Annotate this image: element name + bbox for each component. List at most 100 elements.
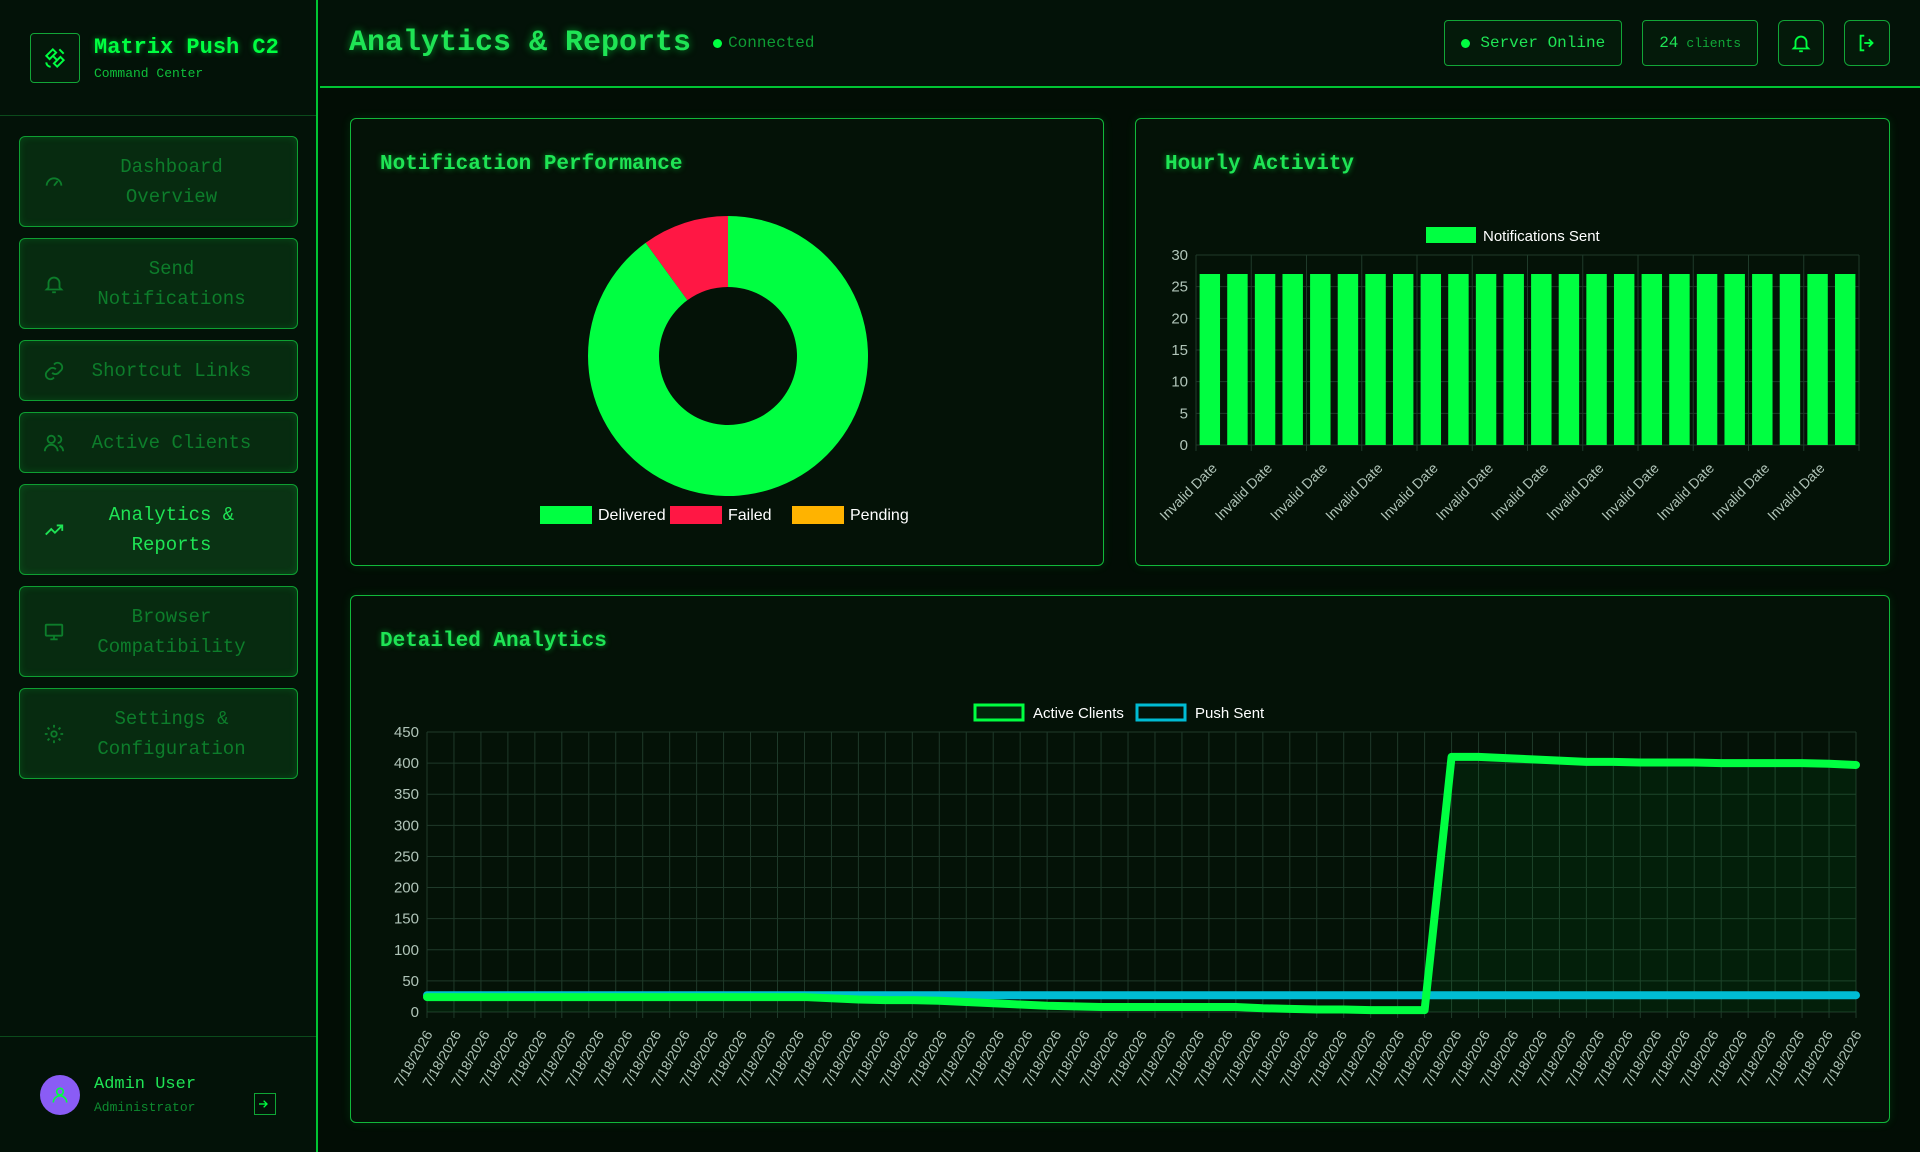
legend-swatch-delivered: [540, 506, 592, 524]
y-tick-label: 450: [394, 724, 419, 741]
y-tick-label: 200: [394, 880, 419, 897]
sidebar-item-shortcut-links[interactable]: Shortcut Links: [19, 340, 298, 401]
y-tick-label: 15: [1171, 342, 1188, 359]
y-tick-label: 30: [1171, 247, 1188, 264]
y-tick-label: 150: [394, 911, 419, 928]
brand-subtitle: Command Center: [94, 65, 204, 81]
line-active-clients: [423, 752, 1860, 1015]
bar: [1365, 274, 1386, 445]
legend-label: Delivered: [598, 507, 666, 524]
sidebar-nav: Dashboard Overview Send Notifications Sh…: [0, 116, 316, 779]
user-role: Administrator: [94, 1099, 196, 1115]
legend-swatch: [1426, 227, 1476, 243]
x-tick-label: Invalid Date: [1764, 460, 1828, 524]
performance-panel: Notification Performance Delivered Failed…: [350, 118, 1104, 566]
bell-icon: [42, 272, 66, 296]
x-tick-label: Invalid Date: [1377, 460, 1441, 524]
x-tick-label: Invalid Date: [1322, 460, 1386, 524]
sidebar-item-label: Dashboard Overview: [120, 155, 223, 208]
slice-failed: [645, 216, 728, 301]
user-name: Admin User: [94, 1074, 197, 1094]
page-title: Analytics & Reports: [349, 26, 692, 60]
status-dot: [1461, 38, 1471, 48]
y-tick-label: 50: [402, 973, 419, 990]
clients-label: clients: [1686, 35, 1741, 51]
bar: [1669, 274, 1690, 445]
bar: [1475, 274, 1497, 445]
user-profile: Admin User Administrator: [0, 1036, 316, 1152]
status-dot: [713, 38, 723, 48]
y-tick-label: 0: [411, 1004, 419, 1021]
legend-swatch: [973, 703, 1025, 722]
server-status-badge: Server Online: [1444, 20, 1623, 66]
sidebar-item-browser-compatibility[interactable]: Browser Compatibility: [19, 586, 298, 677]
bar: [1227, 274, 1248, 445]
logout-icon[interactable]: [254, 1093, 276, 1115]
slice-delivered: [588, 216, 868, 497]
bar: [1420, 274, 1442, 445]
panel-title: Hourly Activity: [1165, 153, 1355, 176]
logout-button[interactable]: [1844, 20, 1890, 66]
bar: [1834, 274, 1856, 445]
legend-swatch: [1135, 703, 1187, 722]
sidebar-item-label: Settings & Configuration: [97, 707, 246, 760]
sidebar-item-label: Analytics & Reports: [108, 503, 235, 556]
gauge-icon: [42, 170, 66, 194]
x-tick-label: Invalid Date: [1654, 460, 1718, 524]
link-icon: [42, 359, 66, 383]
bar: [1558, 274, 1580, 445]
x-tick-label: Invalid Date: [1212, 460, 1276, 524]
bar: [1448, 274, 1469, 445]
notifications-button[interactable]: [1778, 20, 1824, 66]
bar: [1199, 274, 1221, 445]
y-tick-label: 100: [394, 942, 419, 959]
x-tick-label: Invalid Date: [1433, 460, 1497, 524]
hourly-panel: Hourly Activity 0 5 10 15 20 25 30 Invalid Date…: [1135, 118, 1890, 566]
sidebar-item-send-notifications[interactable]: Send Notifications: [19, 238, 298, 329]
legend-label: Push Sent: [1195, 705, 1265, 722]
y-tick-label: 0: [1180, 437, 1188, 454]
clients-count: 24: [1659, 34, 1679, 52]
brand: Matrix Push C2 Command Center: [0, 0, 316, 116]
header-actions: Server Online 24 clients: [1424, 20, 1890, 66]
sidebar-item-active-clients[interactable]: Active Clients: [19, 412, 298, 473]
server-status-label: Server Online: [1480, 34, 1606, 52]
bar: [1254, 274, 1276, 445]
y-tick-label: 350: [394, 786, 419, 803]
y-tick-label: 25: [1171, 279, 1188, 296]
sidebar-item-analytics[interactable]: Analytics & Reports: [19, 484, 298, 575]
bar: [1310, 274, 1331, 445]
bar: [1641, 274, 1663, 445]
logout-icon: [1859, 34, 1874, 52]
y-tick-label: 250: [394, 848, 419, 865]
legend-label: Pending: [850, 507, 909, 524]
legend-label: Active Clients: [1033, 705, 1124, 722]
panel-title: Notification Performance: [380, 153, 683, 176]
bar: [1724, 274, 1745, 445]
connection-status: Connected: [713, 34, 814, 52]
panel-title: Detailed Analytics: [380, 630, 607, 653]
sidebar-item-dashboard[interactable]: Dashboard Overview: [19, 136, 298, 227]
sidebar-item-settings[interactable]: Settings & Configuration: [19, 688, 298, 779]
area-active-clients: [427, 756, 1856, 1012]
y-tick-label: 20: [1171, 310, 1188, 327]
sidebar-item-label: Browser Compatibility: [97, 605, 246, 658]
bar: [1779, 274, 1801, 445]
bar: [1752, 274, 1773, 445]
y-tick-label: 400: [394, 755, 419, 772]
brand-title: Matrix Push C2: [94, 34, 279, 60]
top-header: Analytics & Reports Connected Server Onl…: [320, 0, 1920, 88]
monitor-icon: [42, 620, 66, 644]
bell-icon: [1791, 35, 1811, 53]
bar: [1503, 274, 1524, 445]
users-icon: [42, 431, 66, 455]
x-tick-label: Invalid Date: [1488, 460, 1552, 524]
line-chart: 0501001502002503003504004507/18/20267/18…: [391, 703, 1865, 1089]
sidebar-item-label: Active Clients: [91, 431, 252, 454]
legend-swatch-pending: [792, 506, 844, 524]
y-tick-label: 300: [394, 817, 419, 834]
bar: [1337, 274, 1359, 445]
doughnut-chart: Delivered Failed Pending: [540, 216, 909, 524]
gear-icon: [42, 722, 66, 746]
